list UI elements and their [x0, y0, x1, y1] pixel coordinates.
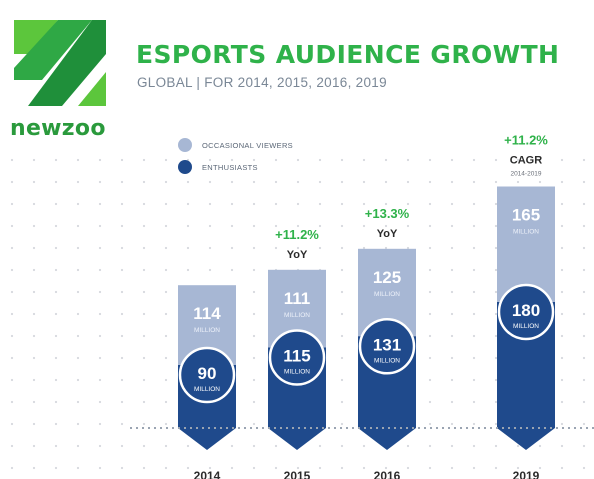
page-title: ESPORTS AUDIENCE GROWTH [136, 40, 560, 69]
legend-item-enthusiasts: ENTHUSIASTS [178, 156, 378, 178]
legend-label-occasional: OCCASIONAL VIEWERS [202, 140, 293, 150]
growth-value-2015: +11.2% [275, 227, 319, 242]
data-unit-enthusiasts-2015: MILLION [284, 369, 310, 376]
data-unit-occasional-2014: MILLION [194, 327, 220, 334]
data-unit-enthusiasts-2016: MILLION [374, 357, 400, 364]
legend-item-occasional: OCCASIONAL VIEWERS [178, 134, 378, 156]
page-subtitle: GLOBAL | FOR 2014, 2015, 2016, 2019 [137, 75, 387, 90]
bar-occasional-2019 [497, 186, 555, 302]
growth-value-2016: +13.3% [365, 206, 410, 221]
value-circle-2019 [497, 283, 555, 341]
data-label-occasional-2015: 111 [284, 289, 311, 308]
data-label-enthusiasts-2019: 180 [512, 301, 540, 320]
newzoo-logo-icon [14, 20, 106, 106]
category-label-2019: 2019 [513, 469, 540, 479]
category-label-2016: 2016 [374, 469, 401, 479]
data-label-occasional-2016: 125 [373, 268, 401, 287]
growth-label-2019: CAGR [510, 155, 542, 167]
growth-sublabel-2019: 2014-2019 [510, 171, 541, 178]
data-unit-enthusiasts-2019: MILLION [513, 323, 539, 330]
data-unit-occasional-2016: MILLION [374, 291, 400, 298]
growth-value-2019: +11.2% [504, 133, 548, 148]
bar-enthusiasts-2019 [497, 302, 555, 450]
data-label-enthusiasts-2015: 115 [283, 347, 310, 366]
data-label-enthusiasts-2014: 90 [198, 364, 217, 383]
data-label-occasional-2019: 165 [512, 206, 540, 225]
value-circle-2016 [358, 318, 416, 375]
brand-name: newzoo [10, 116, 106, 141]
data-unit-occasional-2019: MILLION [513, 229, 539, 236]
category-label-2014: 2014 [194, 469, 221, 479]
legend-swatch-enthusiasts [178, 160, 192, 174]
value-circle-2014 [178, 346, 236, 404]
data-label-occasional-2014: 114 [193, 304, 221, 323]
legend-label-enthusiasts: ENTHUSIASTS [202, 162, 258, 172]
data-unit-enthusiasts-2014: MILLION [194, 386, 220, 393]
value-circle-2015 [268, 329, 326, 386]
growth-label-2015: YoY [287, 249, 308, 261]
data-unit-occasional-2015: MILLION [284, 312, 310, 319]
category-label-2015: 2015 [284, 469, 311, 479]
data-label-enthusiasts-2016: 131 [373, 335, 401, 354]
legend-swatch-occasional [178, 138, 192, 152]
chart-legend: OCCASIONAL VIEWERS ENTHUSIASTS [178, 134, 378, 178]
growth-label-2016: YoY [377, 228, 398, 240]
